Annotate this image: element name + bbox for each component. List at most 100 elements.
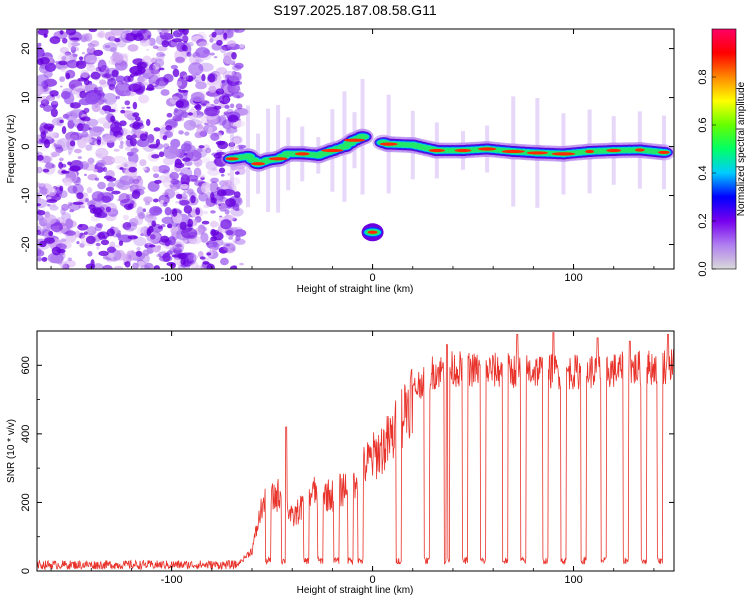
noise-blob-strong xyxy=(172,208,178,217)
colorbar-tick-label: 0.2 xyxy=(697,213,709,228)
noise-blob xyxy=(80,69,90,79)
noise-blob xyxy=(70,46,77,54)
noise-blob-strong xyxy=(153,198,159,203)
noise-blob xyxy=(109,47,117,53)
noise-blob xyxy=(189,119,202,128)
noise-blob xyxy=(149,206,163,216)
noise-blob xyxy=(125,252,140,259)
noise-blob xyxy=(187,167,191,170)
noise-blob xyxy=(85,121,92,125)
noise-blob xyxy=(156,253,162,258)
noise-blob xyxy=(76,240,80,245)
noise-blob-strong xyxy=(215,88,225,95)
noise-blob-strong xyxy=(85,235,96,245)
noise-blob xyxy=(62,113,70,119)
noise-blob xyxy=(130,175,144,190)
x-tick-label: -100 xyxy=(161,272,183,284)
noise-blob xyxy=(210,220,218,228)
noise-blob xyxy=(173,109,184,117)
noise-blob xyxy=(80,33,90,42)
noise-blob-strong xyxy=(134,116,141,122)
noise-blob xyxy=(161,32,165,36)
noise-blob xyxy=(192,56,202,65)
noise-blob xyxy=(195,79,199,83)
noise-blob-strong xyxy=(120,109,126,114)
noise-blob xyxy=(196,161,200,166)
noise-blob-strong xyxy=(161,40,170,48)
noise-blob xyxy=(60,85,63,88)
ridge-peak xyxy=(585,149,595,154)
noise-blob xyxy=(111,156,128,164)
noise-blob xyxy=(239,44,245,49)
noise-blob xyxy=(133,215,144,226)
noise-blob xyxy=(115,95,121,100)
noise-blob xyxy=(221,79,226,84)
noise-blob xyxy=(205,147,212,154)
noise-blob xyxy=(91,263,105,269)
noise-blob-strong xyxy=(111,69,119,78)
noise-blob xyxy=(195,115,200,119)
noise-blob-strong xyxy=(46,199,58,204)
noise-blob-strong xyxy=(47,125,54,132)
noise-blob xyxy=(53,143,57,147)
noise-blob-strong xyxy=(175,193,183,200)
noise-blob xyxy=(95,147,109,159)
noise-blob xyxy=(38,186,48,195)
noise-blob xyxy=(87,250,93,257)
noise-blob xyxy=(128,152,139,165)
noise-blob xyxy=(99,64,110,78)
noise-blob xyxy=(142,208,147,213)
noise-blob xyxy=(200,182,211,194)
noise-blob-strong xyxy=(103,175,113,180)
noise-blob xyxy=(170,138,181,149)
noise-blob xyxy=(198,41,209,47)
noise-blob xyxy=(43,214,57,225)
noise-blob xyxy=(180,183,189,190)
noise-blob xyxy=(47,252,61,264)
noise-blob xyxy=(157,225,163,230)
noise-blob-strong xyxy=(72,201,84,205)
noise-blob xyxy=(223,55,232,66)
noise-blob xyxy=(190,91,205,103)
noise-blob xyxy=(161,29,172,33)
noise-blob xyxy=(227,173,231,176)
snr-series-line xyxy=(37,332,674,571)
noise-blob xyxy=(98,30,106,39)
noise-blob-strong xyxy=(61,170,70,174)
noise-blob xyxy=(184,160,193,167)
noise-blob xyxy=(141,81,149,86)
noise-blob xyxy=(102,264,113,269)
noise-blob xyxy=(152,45,159,49)
snr-ticks: -100 0 100 0 200 400 600 xyxy=(20,331,674,586)
noise-blob-strong xyxy=(135,250,143,257)
noise-blob xyxy=(66,59,79,69)
spectrogram-y-axis-label: Frequency (Hz) xyxy=(6,115,17,184)
noise-blob xyxy=(47,203,51,207)
noise-blob xyxy=(110,121,122,134)
noise-blob-strong xyxy=(50,108,58,118)
noise-blob xyxy=(197,147,203,153)
noise-blob xyxy=(49,98,54,102)
noise-blob xyxy=(188,255,194,262)
noise-blob xyxy=(170,186,178,192)
noise-blob-strong xyxy=(133,71,139,77)
noise-blob xyxy=(200,130,208,137)
noise-blob xyxy=(234,145,240,150)
noise-blob xyxy=(61,56,67,61)
noise-blob-strong xyxy=(201,73,206,82)
noise-blob xyxy=(169,171,179,181)
noise-blob-strong xyxy=(61,126,67,135)
colorbar-label: Normalized spectral amplitude xyxy=(736,81,747,216)
noise-blob-strong xyxy=(227,114,239,123)
noise-blob xyxy=(59,261,68,269)
ridge-peak xyxy=(294,152,310,156)
noise-blob-strong xyxy=(216,189,227,197)
noise-blob xyxy=(124,146,133,152)
noise-blob xyxy=(37,166,43,174)
noise-blob xyxy=(139,77,147,82)
noise-blob xyxy=(61,37,68,44)
noise-blob-strong xyxy=(37,58,44,66)
noise-blob xyxy=(69,52,78,62)
noise-blob xyxy=(113,265,124,269)
noise-blob-strong xyxy=(210,197,217,204)
